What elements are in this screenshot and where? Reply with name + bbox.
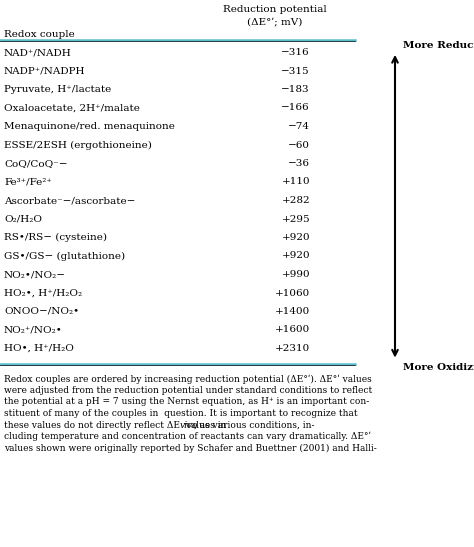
Text: +1600: +1600 (275, 325, 310, 335)
Text: −166: −166 (282, 103, 310, 113)
Text: NO₂•/NO₂−: NO₂•/NO₂− (4, 270, 66, 279)
Text: +1400: +1400 (275, 307, 310, 316)
Text: O₂/H₂O: O₂/H₂O (4, 214, 42, 224)
Text: −36: −36 (288, 159, 310, 168)
Text: −315: −315 (282, 67, 310, 75)
Text: +920: +920 (282, 233, 310, 242)
Text: stituent of many of the couples in  question. It is important to recognize that: stituent of many of the couples in quest… (4, 409, 357, 418)
Text: CoQ/CoQ⁻−: CoQ/CoQ⁻− (4, 159, 67, 168)
Text: +2310: +2310 (275, 344, 310, 353)
Text: +295: +295 (282, 214, 310, 224)
Text: Menaquinone/red. menaquinone: Menaquinone/red. menaquinone (4, 122, 175, 131)
Text: were adjusted from the reduction potential under standard conditions to reflect: were adjusted from the reduction potenti… (4, 386, 372, 395)
Text: NADP⁺/NADPH: NADP⁺/NADPH (4, 67, 85, 75)
Text: Reduction potential: Reduction potential (223, 5, 327, 14)
Text: More Reducing: More Reducing (403, 41, 474, 50)
Text: GS•/GS− (glutathione): GS•/GS− (glutathione) (4, 252, 125, 260)
Text: HO₂•, H⁺/H₂O₂: HO₂•, H⁺/H₂O₂ (4, 288, 82, 298)
Text: these values do not directly reflect ΔE  values in: these values do not directly reflect ΔE … (4, 421, 229, 429)
Text: values shown were originally reported by Schafer and Buettner (2001) and Halli-: values shown were originally reported by… (4, 444, 377, 452)
Text: −60: −60 (288, 141, 310, 149)
Text: −74: −74 (288, 122, 310, 131)
Text: +1060: +1060 (275, 288, 310, 298)
Text: Redox couple: Redox couple (4, 30, 75, 39)
Text: −316: −316 (282, 48, 310, 57)
Text: RS•/RS− (cysteine): RS•/RS− (cysteine) (4, 233, 107, 242)
Text: +920: +920 (282, 252, 310, 260)
Text: (ΔE°ʹ; mV): (ΔE°ʹ; mV) (247, 17, 303, 26)
Text: cluding temperature and concentration of reactants can vary dramatically. ΔE°ʹ: cluding temperature and concentration of… (4, 432, 371, 441)
Text: More Oxidizing: More Oxidizing (403, 363, 474, 371)
Text: +110: +110 (282, 177, 310, 187)
Text: NO₂⁺/NO₂•: NO₂⁺/NO₂• (4, 325, 63, 335)
Text: Redox couples are ordered by increasing reduction potential (ΔE°ʹ). ΔE°ʹ values: Redox couples are ordered by increasing … (4, 375, 372, 384)
Text: Ascorbate⁻−/ascorbate−: Ascorbate⁻−/ascorbate− (4, 196, 136, 205)
Text: ESSE/2ESH (ergothioneine): ESSE/2ESH (ergothioneine) (4, 141, 152, 150)
Text: the potential at a pH = 7 using the Nernst equation, as H⁺ is an important con-: the potential at a pH = 7 using the Nern… (4, 398, 369, 406)
Text: , as various conditions, in-: , as various conditions, in- (194, 421, 314, 429)
Text: Oxaloacetate, 2H⁺/malate: Oxaloacetate, 2H⁺/malate (4, 103, 140, 113)
Text: +282: +282 (282, 196, 310, 205)
Text: −183: −183 (282, 85, 310, 94)
Text: NAD⁺/NADH: NAD⁺/NADH (4, 48, 72, 57)
Text: vivo: vivo (180, 421, 199, 429)
Text: +990: +990 (282, 270, 310, 279)
Text: ONOO−/NO₂•: ONOO−/NO₂• (4, 307, 79, 316)
Text: Fe³⁺/Fe²⁺: Fe³⁺/Fe²⁺ (4, 177, 52, 187)
Text: Pyruvate, H⁺/lactate: Pyruvate, H⁺/lactate (4, 85, 111, 94)
Text: HO•, H⁺/H₂O: HO•, H⁺/H₂O (4, 344, 74, 353)
